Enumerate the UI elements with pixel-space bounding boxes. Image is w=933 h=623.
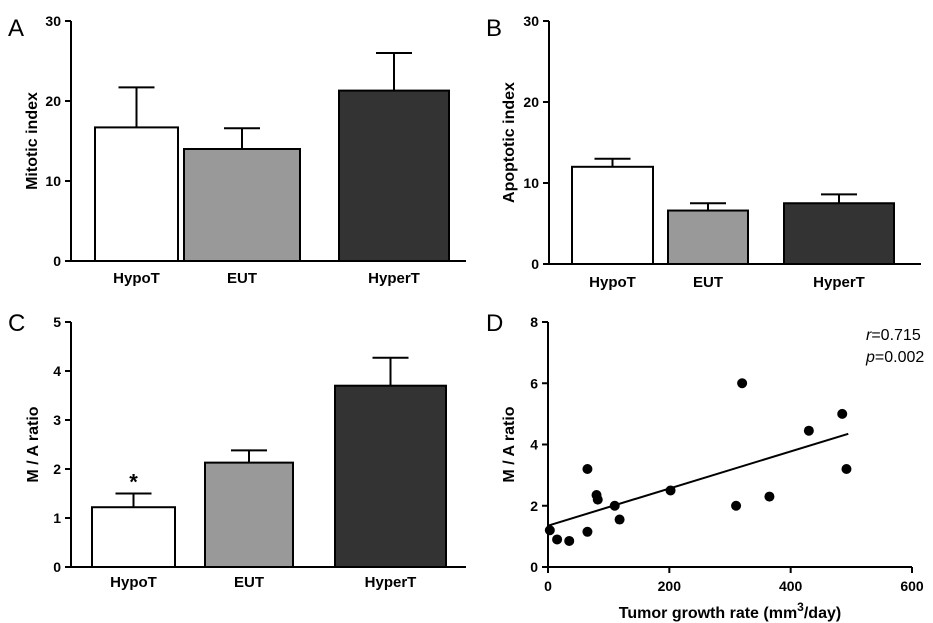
bar-hypert bbox=[338, 89, 450, 262]
panel-d: D 0 2 4 6 8 M / A ratio 0 200 400 600 Tumor growth … bbox=[486, 310, 924, 622]
bar-hypot bbox=[94, 126, 179, 263]
y-tick-label: 4 bbox=[53, 363, 61, 379]
y-tick-label: 1 bbox=[53, 510, 61, 526]
data-point bbox=[609, 500, 620, 511]
y-tick-label: 20 bbox=[45, 93, 61, 109]
category-label: HypoT bbox=[110, 574, 157, 591]
panel-letter-d: D bbox=[486, 310, 503, 337]
data-point bbox=[544, 525, 555, 536]
y-tick-label: 10 bbox=[523, 175, 539, 191]
data-point bbox=[841, 464, 852, 474]
bar-hypot bbox=[571, 165, 654, 265]
y-tick-label: 0 bbox=[53, 253, 61, 269]
y-tick-label: 20 bbox=[523, 94, 539, 110]
bar-hypert bbox=[334, 384, 447, 569]
y-tick-label: 8 bbox=[530, 314, 538, 330]
stat-r-label: r bbox=[866, 327, 872, 344]
panel-a: A 0 10 20 30 Mitotic index HypoT EUT HyperT bbox=[8, 13, 466, 287]
data-point bbox=[803, 425, 814, 436]
panel-b: B 0 10 20 30 Apoptotic index HypoT EUT HyperT bbox=[486, 13, 921, 291]
bar-hypot bbox=[91, 506, 176, 568]
y-tick-label: 6 bbox=[530, 375, 538, 391]
x-tick-label: 200 bbox=[658, 578, 682, 594]
stat-r-value: =0.715 bbox=[871, 327, 920, 344]
bar-eut bbox=[204, 461, 294, 569]
data-point bbox=[665, 485, 676, 496]
category-label: HyperT bbox=[813, 274, 865, 291]
bar-eut bbox=[667, 209, 749, 265]
y-tick-label: 2 bbox=[53, 461, 61, 477]
category-label: EUT bbox=[234, 574, 264, 591]
data-point bbox=[564, 535, 575, 546]
y-tick-label: 30 bbox=[45, 13, 61, 29]
data-point bbox=[731, 500, 742, 511]
category-label: HyperT bbox=[368, 270, 420, 287]
data-point bbox=[737, 378, 748, 389]
x-axis-title-sup: 3 bbox=[797, 600, 804, 614]
y-tick-label: 0 bbox=[531, 256, 539, 272]
category-label: HypoT bbox=[589, 274, 636, 291]
y-axis-title: Apoptotic index bbox=[501, 82, 518, 203]
bar-hypert bbox=[783, 202, 895, 265]
panel-letter-b: B bbox=[486, 15, 502, 42]
x-tick-label: 0 bbox=[544, 578, 552, 594]
data-point bbox=[837, 408, 848, 419]
data-point bbox=[614, 514, 625, 525]
y-tick-label: 2 bbox=[530, 498, 538, 514]
category-label: HypoT bbox=[113, 270, 160, 287]
stat-p-value: =0.002 bbox=[875, 349, 924, 366]
regression-line bbox=[547, 432, 849, 527]
y-axis-title: Mitotic index bbox=[24, 92, 41, 190]
stat-p: p=0.002 bbox=[865, 349, 924, 366]
category-label: EUT bbox=[693, 274, 723, 291]
data-point bbox=[592, 494, 603, 505]
x-axis-title-main: Tumor growth rate (mm bbox=[619, 605, 797, 622]
y-axis-title: M / A ratio bbox=[501, 406, 518, 482]
data-point bbox=[582, 526, 593, 537]
stat-r: r=0.715 bbox=[866, 327, 921, 344]
y-tick-label: 0 bbox=[530, 559, 538, 575]
panel-letter-a: A bbox=[8, 15, 24, 42]
category-label: EUT bbox=[227, 270, 257, 287]
stat-p-label: p bbox=[865, 349, 875, 366]
data-point bbox=[582, 464, 593, 474]
x-tick-label: 400 bbox=[779, 578, 803, 594]
x-axis-title-end: /day) bbox=[804, 605, 841, 622]
bar-eut bbox=[183, 148, 301, 262]
significance-marker: * bbox=[129, 470, 138, 495]
x-axis-title: Tumor growth rate (mm3/day) bbox=[619, 600, 841, 622]
y-tick-label: 10 bbox=[45, 173, 61, 189]
y-axis-title: M / A ratio bbox=[25, 406, 42, 482]
y-tick-label: 30 bbox=[523, 13, 539, 29]
data-point bbox=[764, 491, 775, 502]
y-tick-label: 4 bbox=[530, 437, 538, 453]
y-tick-label: 3 bbox=[53, 412, 61, 428]
panel-letter-c: C bbox=[8, 310, 25, 337]
category-label: HyperT bbox=[365, 574, 417, 591]
y-tick-label: 0 bbox=[53, 559, 61, 575]
x-tick-label: 600 bbox=[900, 578, 924, 594]
y-tick-label: 5 bbox=[53, 314, 61, 330]
data-point bbox=[552, 534, 563, 545]
panel-c: C 0 1 2 3 4 5 M / A ratio HypoT * EUT HyperT bbox=[8, 310, 466, 591]
